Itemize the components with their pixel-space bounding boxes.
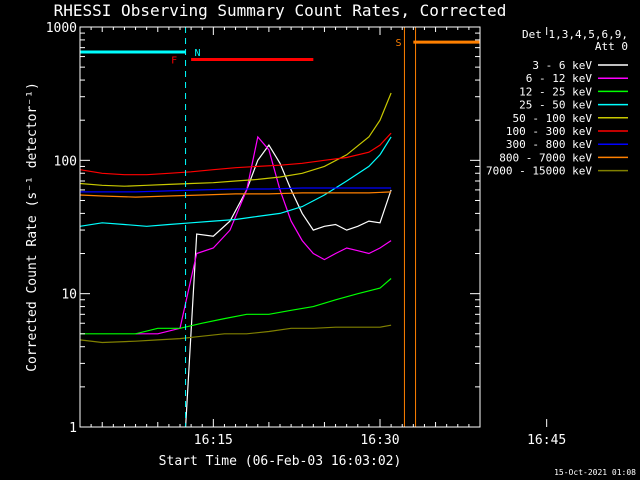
legend-label-2: 12 - 25 keV	[519, 85, 592, 98]
data-layer	[79, 92, 392, 428]
x-tick-label-2: 16:45	[527, 433, 566, 448]
series-line-2-0	[80, 278, 392, 335]
timestamp: 15-Oct-2021 01:08	[554, 468, 636, 477]
y-tick-label-1: 10	[61, 288, 77, 303]
series-line-3-0	[79, 136, 392, 227]
legend-label-6: 300 - 800 keV	[506, 138, 592, 151]
flag-label-n: N	[194, 48, 200, 59]
x-axis-label: Start Time (06-Feb-03 16:03:02)	[159, 454, 402, 469]
y-tick-label-3: 1000	[46, 21, 77, 36]
legend-header-1: Att 0	[595, 40, 628, 53]
legend-label-1: 6 - 12 keV	[526, 72, 593, 85]
x-tick-label-0: 16:15	[194, 433, 233, 448]
legend-label-8: 7000 - 15000 keV	[486, 165, 592, 178]
y-tick-label-2: 100	[54, 154, 77, 169]
series-line-1-0	[135, 135, 392, 335]
flag-label-s: S	[396, 38, 402, 49]
series-line-8-0	[79, 324, 392, 344]
legend-label-7: 800 - 7000 keV	[499, 151, 592, 164]
series-line-4-0	[79, 92, 392, 187]
series-line-6-0	[80, 187, 392, 193]
series-line-7-0	[79, 191, 392, 198]
legend-header-0: Det 1,3,4,5,6,9,	[522, 28, 628, 41]
series-line-5-0	[79, 132, 392, 176]
legend-label-3: 25 - 50 keV	[519, 99, 592, 112]
y-tick-label-0: 1	[69, 421, 77, 436]
legend-label-5: 100 - 300 keV	[506, 125, 592, 138]
x-tick-label-1: 16:30	[360, 433, 399, 448]
series-line-0-0	[185, 144, 392, 428]
legend-label-0: 3 - 6 keV	[532, 59, 592, 72]
y-axis-label: Corrected Count Rate (s⁻¹ detector⁻¹)	[25, 82, 40, 372]
legend-label-4: 50 - 100 keV	[513, 112, 593, 125]
chart-title: RHESSI Observing Summary Count Rates, Co…	[54, 1, 507, 20]
flag-label-f: F	[171, 56, 177, 67]
